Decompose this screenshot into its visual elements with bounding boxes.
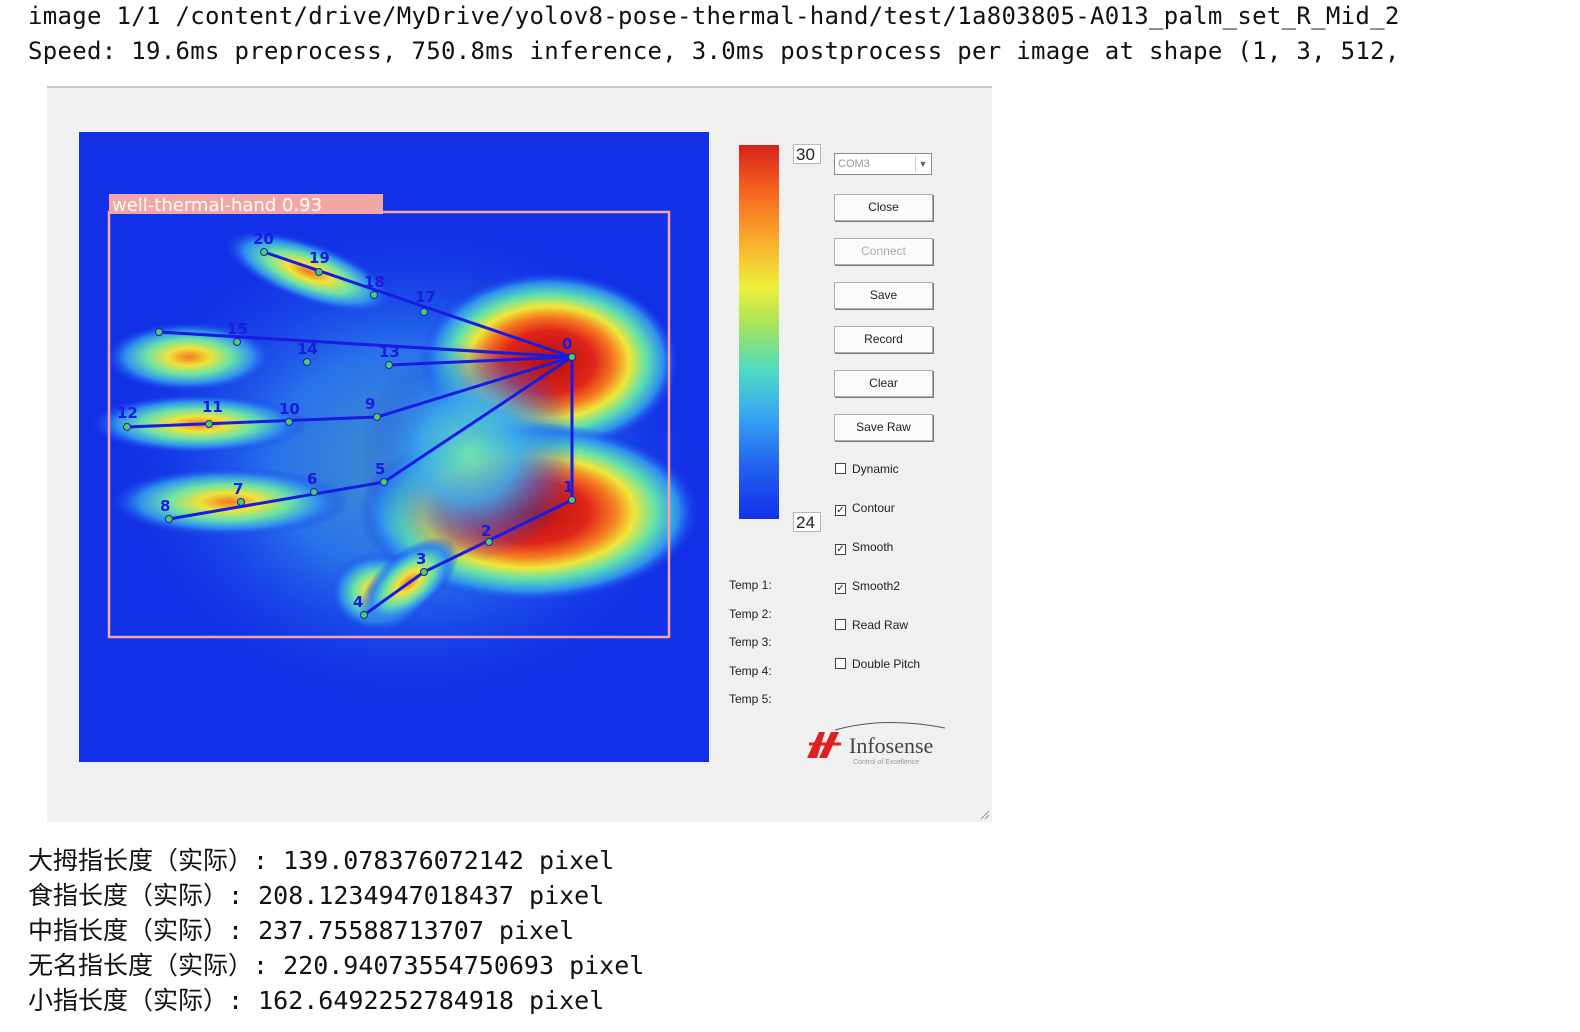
check-icon: ✓ <box>835 583 846 594</box>
checkbox-read-raw[interactable]: Read Raw <box>835 618 908 632</box>
checkbox-label: Dynamic <box>852 462 899 476</box>
checkbox-smooth2[interactable]: ✓ Smooth2 <box>835 579 900 594</box>
temp-4-label: Temp 4: <box>729 664 772 678</box>
save-raw-button[interactable]: Save Raw <box>834 414 933 441</box>
checkbox-label: Smooth2 <box>852 579 901 593</box>
console-speed-line: Speed: 19.6ms preprocess, 750.8ms infere… <box>28 37 1400 65</box>
keypoint-label-7: 7 <box>233 480 243 498</box>
result-middle-length: 中指长度（实际）: 237.75588713707 pixel <box>28 916 575 945</box>
hand-skeleton <box>125 250 574 617</box>
checkbox-box <box>835 619 846 630</box>
svg-text:Control of Excellence: Control of Excellence <box>853 759 919 766</box>
thermal-app-window: well-thermal-hand 0.93 <box>47 86 992 822</box>
result-pinky-length: 小指长度（实际）: 162.6492252784918 pixel <box>28 986 605 1015</box>
keypoint-label-11: 11 <box>202 398 223 416</box>
checkbox-dynamic[interactable]: Dynamic <box>835 462 899 476</box>
temp-2-label: Temp 2: <box>729 607 772 621</box>
keypoint-label-9: 9 <box>365 395 375 413</box>
svg-text:Infosense: Infosense <box>849 733 933 758</box>
checkbox-label: Smooth <box>852 540 894 554</box>
connect-button[interactable]: Connect <box>834 238 933 265</box>
scale-max-label: 30 <box>793 144 821 164</box>
record-button[interactable]: Record <box>834 326 933 353</box>
keypoint-label-0: 0 <box>562 335 572 353</box>
port-value: COM3 <box>838 158 870 170</box>
thermal-image: well-thermal-hand 0.93 <box>79 132 709 762</box>
detection-label: well-thermal-hand 0.93 <box>112 195 322 216</box>
scale-min-label: 24 <box>793 512 821 532</box>
checkbox-smooth[interactable]: ✓ Smooth <box>835 540 893 555</box>
console-image-line: image 1/1 /content/drive/MyDrive/yolov8-… <box>28 2 1400 30</box>
checkbox-box <box>835 658 846 669</box>
detection-box <box>107 210 671 639</box>
keypoint-label-17: 17 <box>415 288 436 306</box>
clear-button[interactable]: Clear <box>834 370 933 397</box>
checkbox-box <box>835 463 846 474</box>
temp-3-label: Temp 3: <box>729 635 772 649</box>
keypoint-label-8: 8 <box>160 497 170 515</box>
save-button[interactable]: Save <box>834 282 933 309</box>
result-thumb-length: 大拇指长度（实际）: 139.078376072142 pixel <box>28 846 615 875</box>
keypoints <box>123 248 576 619</box>
check-icon: ✓ <box>835 544 846 555</box>
keypoint-label-15: 15 <box>227 320 248 338</box>
keypoint-label-20: 20 <box>253 230 274 248</box>
temp-5-label: Temp 5: <box>729 692 772 706</box>
resize-grip[interactable] <box>978 808 990 820</box>
result-ring-length: 无名指长度（实际）: 220.94073554750693 pixel <box>28 951 645 980</box>
keypoint-label-2: 2 <box>481 522 491 540</box>
close-button[interactable]: Close <box>834 194 933 221</box>
keypoint-label-5: 5 <box>375 460 385 478</box>
checkbox-double-pitch[interactable]: Double Pitch <box>835 657 920 671</box>
keypoint-label-19: 19 <box>309 249 330 267</box>
checkbox-label: Double Pitch <box>852 657 921 671</box>
checkbox-label: Contour <box>852 501 895 515</box>
infosense-logo: Infosense Control of Excellence <box>807 721 946 766</box>
keypoint-label-3: 3 <box>416 550 426 568</box>
checkbox-label: Read Raw <box>852 618 909 632</box>
keypoint-label-4: 4 <box>353 593 363 611</box>
temp-1-label: Temp 1: <box>729 578 772 592</box>
result-index-length: 食指长度（实际）: 208.1234947018437 pixel <box>28 881 605 910</box>
keypoint-label-6: 6 <box>307 470 317 488</box>
keypoint-label-13: 13 <box>379 343 400 361</box>
keypoint-label-10: 10 <box>279 400 300 418</box>
detection-label-bg <box>109 194 383 214</box>
checkbox-contour[interactable]: ✓ Contour <box>835 501 895 516</box>
keypoint-label-1: 1 <box>563 478 573 496</box>
keypoint-label-12: 12 <box>117 404 138 422</box>
keypoint-label-14: 14 <box>297 340 318 358</box>
check-icon: ✓ <box>835 505 846 516</box>
temperature-colorbar <box>739 145 779 519</box>
keypoint-label-18: 18 <box>364 273 385 291</box>
port-select[interactable]: COM3 ▼ <box>834 153 932 175</box>
chevron-down-icon: ▼ <box>915 156 930 172</box>
